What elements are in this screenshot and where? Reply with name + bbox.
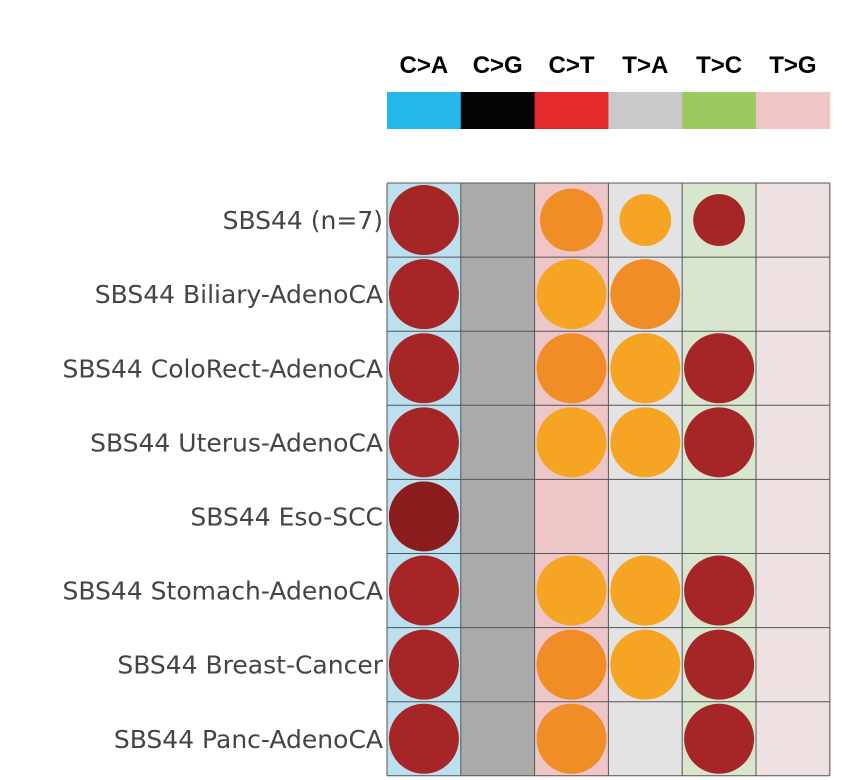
legend-swatch-t-to-g xyxy=(756,92,831,129)
bubbles xyxy=(388,185,755,774)
bubble-sbs44-panc-adenoca-t-to-c xyxy=(684,703,755,774)
bubble-sbs44-breast-cancer-t-to-a xyxy=(610,629,681,700)
legend-swatch-c-to-t xyxy=(534,92,609,129)
bubble-sbs44-uterus-adenoca-t-to-a xyxy=(610,407,681,478)
bubble-sbs44-n-7-t-to-a xyxy=(619,194,672,246)
bubble-sbs44-stomach-adenoca-t-to-a xyxy=(610,555,681,626)
bubble-sbs44-colorect-adenoca-t-to-a xyxy=(610,333,681,404)
column-label-c-to-g: C>G xyxy=(473,52,523,79)
bubble-sbs44-biliary-adenoca-c-to-a xyxy=(388,259,459,330)
legend-swatch-t-to-a xyxy=(608,92,683,129)
column-label-c-to-t: C>T xyxy=(548,52,594,79)
bubble-sbs44-breast-cancer-t-to-c xyxy=(684,629,755,700)
column-legend: C>A C>G C>T T>A T>C T>G xyxy=(387,52,831,129)
row-label-sbs44-biliary-adenoca: SBS44 Biliary-AdenoCA xyxy=(95,280,383,309)
row-label-sbs44-eso-scc: SBS44 Eso-SCC xyxy=(190,502,383,531)
bubble-sbs44-stomach-adenoca-c-to-a xyxy=(388,555,459,626)
row-label-sbs44-breast-cancer: SBS44 Breast-Cancer xyxy=(117,651,383,680)
row-label-sbs44-n-7: SBS44 (n=7) xyxy=(223,206,383,235)
bubble-sbs44-breast-cancer-c-to-t xyxy=(536,629,607,700)
bubble-sbs44-n-7-c-to-t xyxy=(540,188,603,252)
bubble-sbs44-eso-scc-c-to-a xyxy=(388,481,459,552)
bubble-sbs44-biliary-adenoca-c-to-t xyxy=(536,259,607,330)
bubble-sbs44-panc-adenoca-c-to-t xyxy=(536,703,607,774)
bubble-sbs44-stomach-adenoca-c-to-t xyxy=(536,555,607,626)
row-label-sbs44-panc-adenoca: SBS44 Panc-AdenoCA xyxy=(114,725,383,754)
bubble-sbs44-panc-adenoca-c-to-a xyxy=(388,703,459,774)
bubble-sbs44-stomach-adenoca-t-to-c xyxy=(684,555,755,626)
bubble-sbs44-uterus-adenoca-c-to-a xyxy=(388,407,459,478)
row-label-sbs44-stomach-adenoca: SBS44 Stomach-AdenoCA xyxy=(62,577,383,606)
row-label-sbs44-uterus-adenoca: SBS44 Uterus-AdenoCA xyxy=(90,428,383,457)
bubble-sbs44-breast-cancer-c-to-a xyxy=(388,629,459,700)
bubble-sbs44-colorect-adenoca-t-to-c xyxy=(684,333,755,404)
legend-swatch-c-to-g xyxy=(460,92,536,129)
bubble-sbs44-biliary-adenoca-t-to-a xyxy=(610,259,681,330)
bubble-sbs44-colorect-adenoca-c-to-a xyxy=(388,333,459,404)
grid-lines xyxy=(386,182,831,777)
bubble-sbs44-uterus-adenoca-c-to-t xyxy=(536,407,607,478)
bubble-sbs44-colorect-adenoca-c-to-t xyxy=(536,333,607,404)
column-label-t-to-c: T>C xyxy=(696,52,742,79)
bubble-sbs44-uterus-adenoca-t-to-c xyxy=(684,407,755,478)
bubble-sbs44-n-7-t-to-c xyxy=(693,194,745,246)
row-label-sbs44-colorect-adenoca: SBS44 ColoRect-AdenoCA xyxy=(63,354,383,383)
column-label-t-to-g: T>G xyxy=(769,52,816,79)
legend-swatch-c-to-a xyxy=(387,92,462,129)
bubble-sbs44-n-7-c-to-a xyxy=(388,185,459,256)
legend-swatch-t-to-c xyxy=(682,92,757,129)
column-label-t-to-a: T>A xyxy=(622,52,668,79)
column-label-c-to-a: C>A xyxy=(400,52,449,79)
row-labels: SBS44 (n=7) SBS44 Biliary-AdenoCA SBS44 Co… xyxy=(62,206,383,754)
